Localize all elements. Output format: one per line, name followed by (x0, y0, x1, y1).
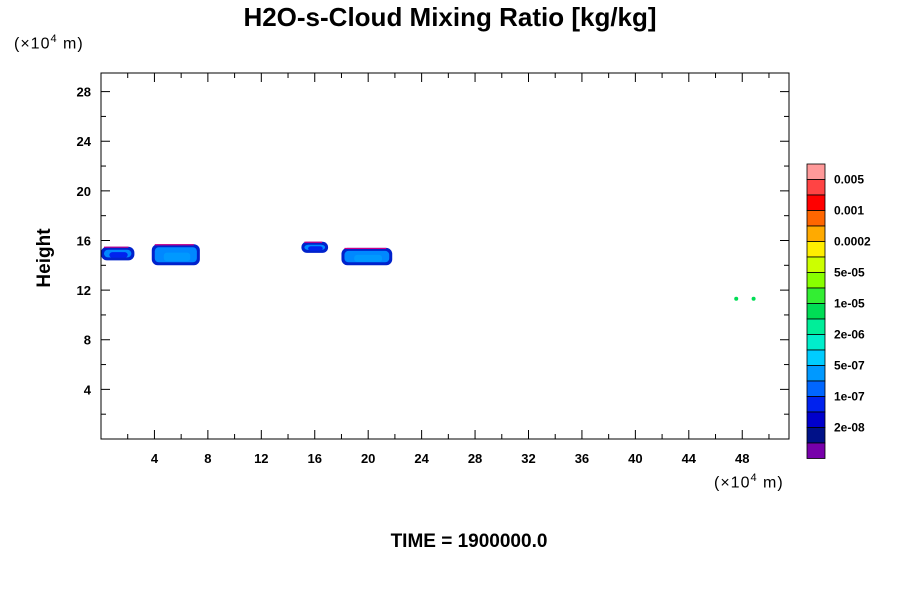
y-tick-label: 28 (77, 85, 91, 100)
y-tick-label: 12 (77, 283, 91, 298)
x-tick-label: 12 (254, 451, 268, 466)
colorbar-swatch (806, 163, 826, 180)
x-tick-label: 4 (151, 451, 159, 466)
y-tick-label: 4 (84, 382, 92, 397)
colorbar-swatch (806, 194, 826, 211)
colorbar-swatch (806, 396, 826, 413)
colorbar-label: 5e-07 (834, 359, 865, 373)
y-axis-label: Height (34, 228, 55, 288)
cloud-region (734, 296, 756, 301)
colorbar-swatch (806, 427, 826, 444)
y-tick-label: 16 (77, 233, 91, 248)
x-tick-label: 48 (735, 451, 749, 466)
colorbar-label: 2e-08 (834, 421, 865, 435)
y-tick-label: 8 (84, 333, 91, 348)
colorbar-label: 0.001 (834, 204, 864, 218)
colorbar: 0.005 0.001 0.0002 5e-05 1e-05 2e-06 5e-07 1e-0… (806, 163, 871, 459)
colorbar-swatch (806, 380, 826, 397)
cloud-region (301, 241, 329, 253)
colorbar-swatch (806, 256, 826, 273)
y-tick-label: 20 (77, 184, 91, 199)
x-tick-label: 44 (682, 451, 697, 466)
cloud-core (163, 252, 191, 262)
x-tick-label: 40 (628, 451, 642, 466)
cloud-core (308, 246, 323, 251)
x-tick-label: 32 (521, 451, 535, 466)
colorbar-swatch (806, 241, 826, 258)
x-tick-label: 28 (468, 451, 482, 466)
cloud-core (109, 252, 128, 258)
colorbar-label: 1e-07 (834, 390, 865, 404)
cloud-point (734, 296, 739, 301)
colorbar-swatch (806, 179, 826, 196)
colorbar-label: 1e-05 (834, 297, 865, 311)
y-axis-unit: (×104 m) (14, 33, 84, 53)
colorbar-swatch (806, 318, 826, 335)
colorbar-swatch (806, 334, 826, 351)
x-axis-unit: (×104 m) (714, 472, 784, 492)
colorbar-label: 2e-06 (834, 328, 865, 342)
colorbar-swatch (806, 365, 826, 382)
plot-frame (100, 72, 790, 440)
colorbar-swatch (806, 225, 826, 242)
cloud-region (341, 247, 393, 266)
x-tick-label: 36 (575, 451, 589, 466)
colorbar-swatch (806, 442, 826, 459)
x-tick-label: 24 (414, 451, 429, 466)
x-tick-label: 20 (361, 451, 375, 466)
colorbar-swatch (806, 210, 826, 227)
colorbar-label: 0.005 (834, 173, 864, 187)
x-tick-label: 8 (204, 451, 211, 466)
chart-title: H2O-s-Cloud Mixing Ratio [kg/kg] (243, 2, 657, 32)
time-label: TIME = 1900000.0 (390, 531, 548, 552)
x-tick-label: 16 (308, 451, 322, 466)
colorbar-label: 0.0002 (834, 235, 871, 249)
cloud-layer (101, 241, 756, 301)
colorbar-swatch (806, 411, 826, 428)
colorbar-label: 5e-05 (834, 266, 865, 280)
colorbar-swatch (806, 272, 826, 289)
cloud-region (101, 246, 135, 261)
cloud-region (151, 244, 200, 266)
colorbar-swatch (806, 349, 826, 366)
cloud-point (751, 296, 756, 301)
y-tick-label: 24 (77, 134, 92, 149)
cloud-core (354, 254, 383, 262)
colorbar-swatch (806, 287, 826, 304)
colorbar-swatch (806, 303, 826, 320)
